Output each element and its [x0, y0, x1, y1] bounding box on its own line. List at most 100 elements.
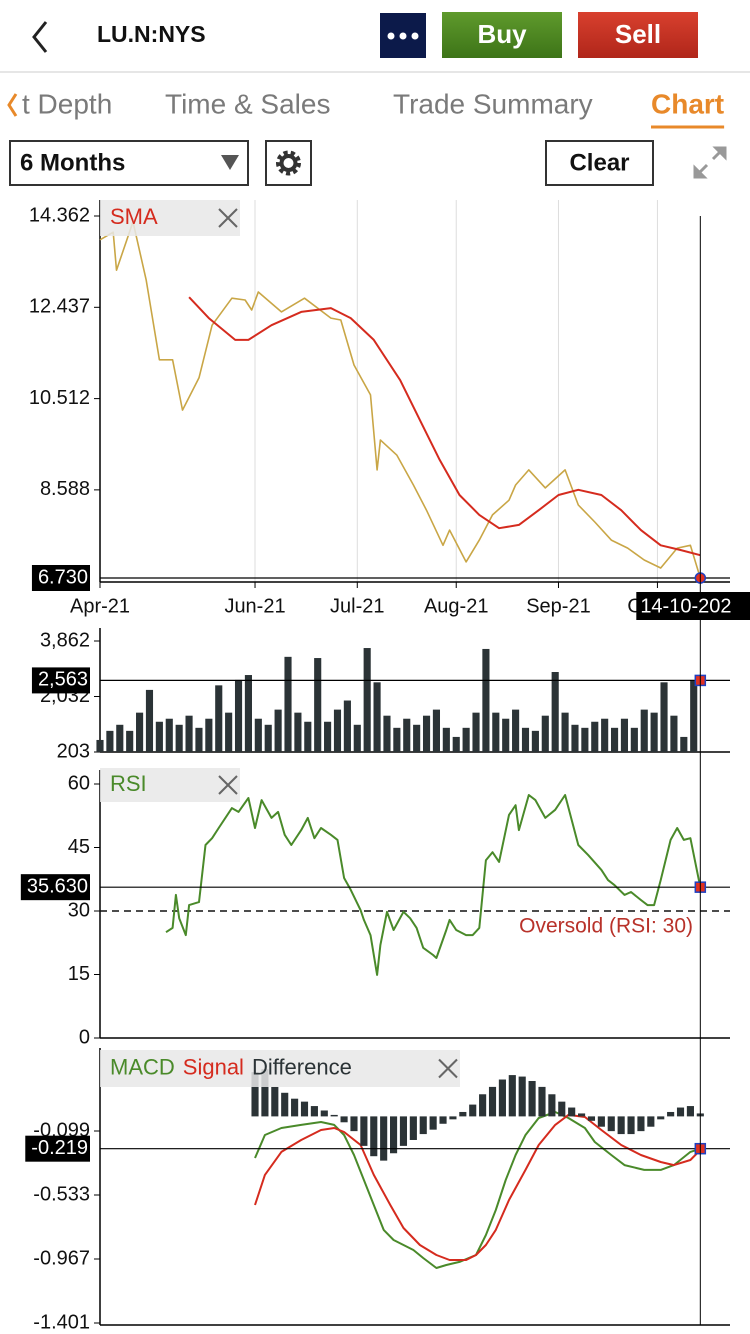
- bar: [234, 679, 243, 752]
- bar: [650, 712, 658, 752]
- series-line: [165, 794, 702, 976]
- bar: [591, 721, 599, 752]
- chart-panel: 0 15 30 45 60 Oversold (RSI: 30) RSI 35.630: [20, 768, 730, 1048]
- tab[interactable]: Chart: [651, 88, 724, 119]
- bar: [601, 718, 609, 752]
- legend-close[interactable]: [218, 775, 238, 795]
- legend-box: [100, 1050, 460, 1087]
- bar: [637, 1116, 645, 1132]
- bar: [469, 1104, 477, 1117]
- bar: [185, 715, 193, 752]
- settings-button[interactable]: [265, 140, 312, 186]
- bar: [254, 718, 262, 752]
- x-tick-label: Aug-21: [424, 595, 489, 617]
- bar: [244, 675, 252, 752]
- y-tick-label: 14.362: [29, 204, 90, 226]
- bar: [373, 682, 381, 752]
- bar: [330, 1114, 338, 1117]
- expand-button[interactable]: [693, 146, 727, 179]
- legend-close[interactable]: [438, 1058, 458, 1079]
- series-line: [254, 1113, 702, 1261]
- bar: [541, 715, 549, 752]
- chart-panel: Apr-21Jun-21Jul-21Aug-21Sep-21Oct-218.58…: [29, 200, 730, 617]
- bar: [271, 1086, 279, 1117]
- bar: [479, 1094, 487, 1117]
- bar: [620, 718, 629, 752]
- legend-close[interactable]: [218, 208, 238, 228]
- bar: [521, 727, 530, 752]
- legend-box: [100, 200, 240, 236]
- bar: [439, 1116, 447, 1124]
- legend-entry: SMA: [110, 204, 158, 229]
- bar: [274, 709, 282, 752]
- sell-label[interactable]: Sell: [615, 19, 661, 49]
- tabs-scroll-left[interactable]: [7, 93, 18, 117]
- buy-label[interactable]: Buy: [477, 19, 527, 49]
- bar: [518, 1076, 526, 1117]
- legend-box: [100, 768, 240, 802]
- bar: [640, 709, 648, 752]
- bar: [587, 1116, 596, 1121]
- more-button[interactable]: [380, 13, 426, 58]
- legend-entry: RSI: [110, 771, 147, 796]
- bar: [333, 709, 342, 752]
- bar: [380, 1116, 388, 1161]
- cursor-date-box: [636, 592, 750, 620]
- bar: [610, 727, 619, 752]
- bar: [462, 727, 470, 752]
- cursor-value-label: 35.630: [27, 875, 88, 897]
- bar: [561, 712, 569, 752]
- bar: [264, 724, 272, 752]
- back-button[interactable]: [32, 21, 48, 53]
- sell-button[interactable]: [578, 12, 698, 58]
- cursor-value-label: 2,563: [38, 669, 88, 691]
- buy-button[interactable]: [442, 12, 562, 58]
- bar: [155, 721, 163, 752]
- y-tick-label: -0.533: [33, 1183, 90, 1205]
- series-line: [188, 296, 701, 557]
- bar: [353, 724, 361, 752]
- bar: [508, 1075, 516, 1117]
- cursor-value-label: 6.730: [38, 566, 88, 588]
- bar: [350, 1116, 358, 1132]
- cursor-date-label: 14-10-202: [640, 595, 731, 617]
- period-label[interactable]: 6 Months: [20, 149, 125, 176]
- y-tick-label: 10.512: [29, 387, 90, 409]
- bar: [528, 1080, 536, 1117]
- bar: [126, 730, 134, 752]
- bar: [389, 1116, 398, 1154]
- tab[interactable]: Trade Summary: [393, 88, 593, 119]
- bar: [597, 1116, 605, 1127]
- bar: [568, 1107, 576, 1117]
- clear-button[interactable]: [545, 140, 654, 186]
- close-stroke: [438, 1058, 458, 1079]
- bar: [449, 1116, 457, 1120]
- bar: [630, 727, 638, 752]
- tab[interactable]: t Depth: [22, 88, 112, 119]
- bar: [482, 648, 490, 752]
- bar: [106, 730, 114, 752]
- bar: [686, 1106, 694, 1117]
- tab[interactable]: Time & Sales: [165, 88, 330, 119]
- bar: [291, 1098, 299, 1117]
- bar: [581, 727, 589, 752]
- legend-entry: Signal: [183, 1054, 244, 1079]
- clear-label[interactable]: Clear: [569, 149, 629, 176]
- bar: [571, 724, 579, 752]
- bar: [215, 685, 223, 752]
- x-tick-label: Sep-21: [526, 595, 591, 617]
- bar: [360, 1116, 368, 1146]
- y-tick-label: 203: [57, 740, 90, 762]
- bar: [660, 682, 668, 752]
- period-dropdown[interactable]: [9, 140, 249, 186]
- bar: [512, 709, 520, 752]
- bar: [363, 648, 371, 752]
- bar: [195, 727, 203, 752]
- cursor-value-label: -0.219: [31, 1137, 88, 1159]
- cursor-value-box: [20, 874, 90, 901]
- bar: [432, 709, 441, 752]
- y-tick-label: -1.401: [33, 1311, 90, 1333]
